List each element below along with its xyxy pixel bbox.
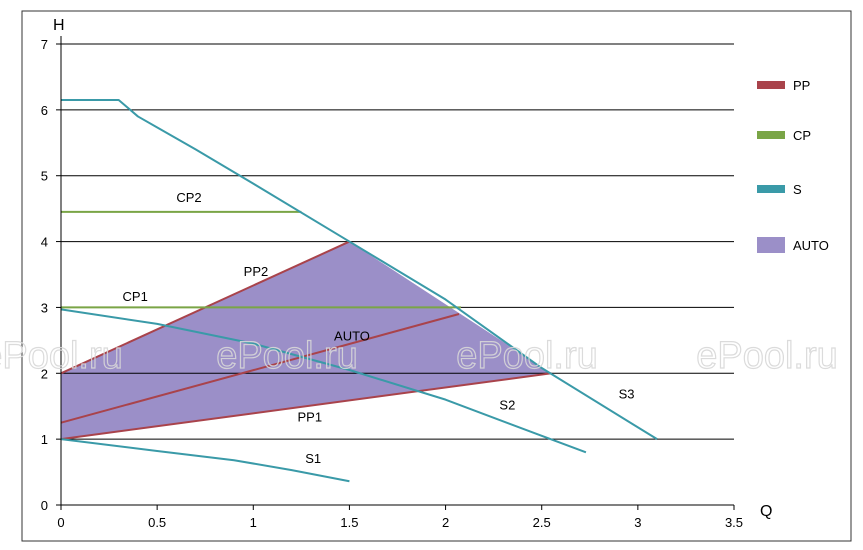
legend-label-cp: CP (793, 128, 811, 143)
x-tick-label-3: 1.5 (340, 515, 358, 530)
legend-label-auto: AUTO (793, 238, 829, 253)
legend-swatch-auto (757, 237, 785, 253)
legend-swatch-pp (757, 81, 785, 89)
y-tick-label-2: 2 (41, 366, 48, 381)
watermark-text-3: ePool.ru (696, 335, 838, 377)
curve-label-cp1: CP1 (123, 289, 148, 304)
watermark-text-2: ePool.ru (456, 335, 598, 377)
y-tick-label-3: 3 (41, 300, 48, 315)
x-tick-label-0: 0 (57, 515, 64, 530)
x-axis-label: Q (760, 503, 772, 520)
curve-label-auto: AUTO (334, 328, 370, 343)
legend: PP CP S AUTO (757, 78, 829, 253)
x-tick-label-5: 2.5 (533, 515, 551, 530)
x-tick-label-1: 0.5 (148, 515, 166, 530)
series-line-s3 (61, 98, 658, 440)
series-line-pp-mid (60, 313, 460, 424)
series-line-s2 (60, 308, 587, 454)
series-line-s1 (60, 438, 350, 483)
watermark-text-1: ePool.ru (216, 335, 358, 377)
x-tick-label-4: 2 (442, 515, 449, 530)
curve-label-pp2: PP2 (244, 264, 269, 279)
watermark-layer: ePool.ru ePool.ru ePool.ru ePool.ru (0, 334, 838, 377)
axes-layer: 0 0.5 1 1.5 2 2.5 3 3.5 0 1 2 3 4 5 6 7H Q (41, 17, 773, 530)
watermark-text-0: ePool.ru (0, 335, 123, 377)
series-layer (60, 98, 658, 483)
y-tick-label-5: 5 (41, 169, 48, 184)
y-tick-label-1: 1 (41, 432, 48, 447)
y-axis-label: H (53, 17, 65, 34)
y-tick-label-6: 6 (41, 103, 48, 118)
curve-label-s2: S2 (499, 398, 515, 413)
legend-label-pp: PP (793, 78, 810, 93)
y-tick-label-0: 0 (41, 498, 48, 513)
legend-label-s: S (793, 182, 802, 197)
legend-swatch-cp (757, 131, 785, 139)
chart-frame (21, 10, 852, 542)
curve-labels-layer: CP2 PP2 CP1 AUTO PP1 S2 S3 S1 (123, 190, 635, 466)
x-tick-label-2: 1 (250, 515, 257, 530)
x-tick-label-7: 3.5 (725, 515, 743, 530)
curve-label-pp1: PP1 (298, 409, 323, 424)
curve-label-s3: S3 (619, 386, 635, 401)
legend-swatch-s (757, 185, 785, 193)
y-tick-label-4: 4 (41, 235, 48, 250)
y-tick-label-7: 7 (41, 37, 48, 52)
curve-label-cp2: CP2 (176, 190, 201, 205)
curve-label-s1: S1 (305, 451, 321, 466)
series-line-pp1 (60, 372, 552, 441)
x-tick-label-6: 3 (634, 515, 641, 530)
